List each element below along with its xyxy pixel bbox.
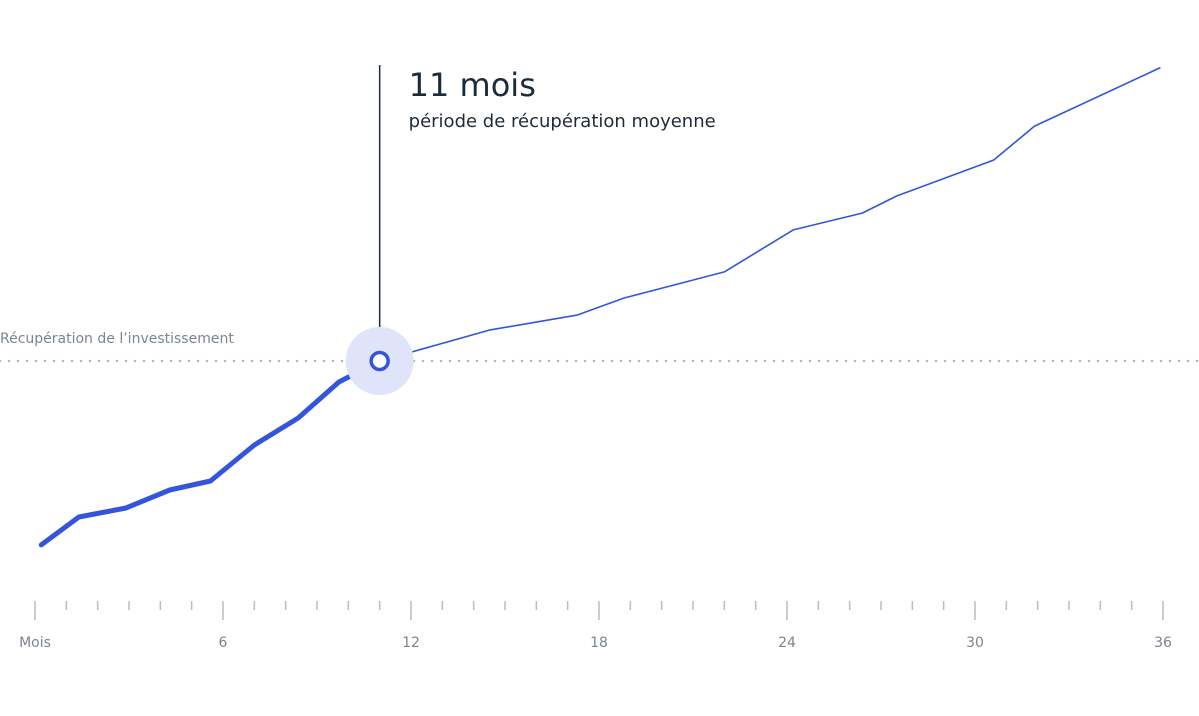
x-tick-label: 24 bbox=[778, 635, 796, 651]
x-tick-label: 12 bbox=[402, 635, 420, 651]
line-after-payback bbox=[378, 67, 1161, 362]
x-tick-label: 36 bbox=[1154, 635, 1172, 651]
x-tick-label: 30 bbox=[966, 635, 984, 651]
annotation-title: 11 mois bbox=[409, 66, 536, 104]
payback-label: Récupération de l’investissement bbox=[0, 331, 234, 347]
line-before-payback bbox=[38, 358, 383, 548]
payback-point bbox=[369, 350, 390, 372]
annotation-text: période de récupération moyenne bbox=[409, 111, 716, 132]
x-tick-label: 18 bbox=[590, 635, 608, 651]
x-tick-label: 6 bbox=[219, 635, 228, 651]
x-tick-label: Mois bbox=[19, 635, 51, 651]
